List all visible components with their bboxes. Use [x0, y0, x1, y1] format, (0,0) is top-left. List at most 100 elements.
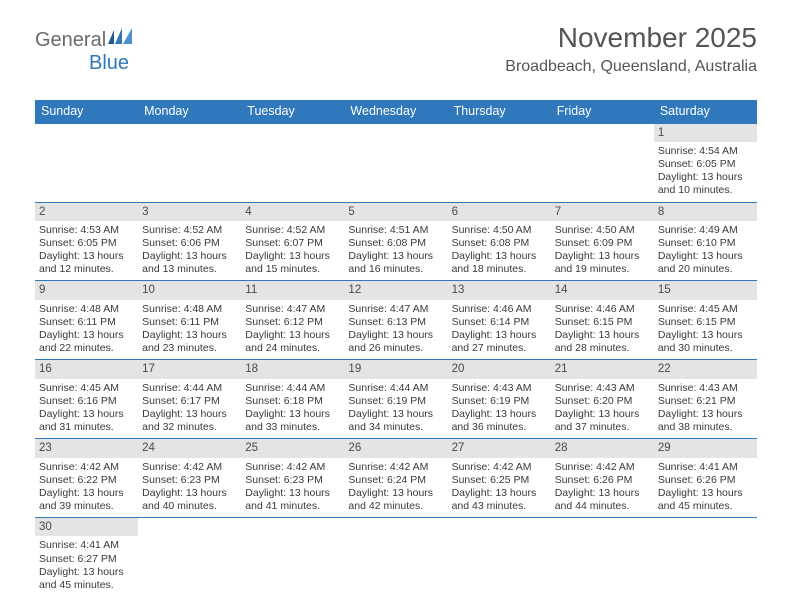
title-block: November 2025 Broadbeach, Queensland, Au…: [505, 22, 757, 76]
daylight-text-2: and 36 minutes.: [452, 421, 547, 434]
daylight-text-1: Daylight: 13 hours: [142, 329, 237, 342]
day-cell: Sunrise: 4:42 AMSunset: 6:26 PMDaylight:…: [551, 458, 654, 518]
page-header: General Blue November 2025 Broadbeach, Q…: [0, 0, 792, 100]
sunset-text: Sunset: 6:17 PM: [142, 395, 237, 408]
daylight-text-1: Daylight: 13 hours: [245, 250, 340, 263]
daylight-text-1: Daylight: 13 hours: [245, 487, 340, 500]
daynum-cell: 8: [654, 203, 757, 221]
daylight-text-1: Daylight: 13 hours: [142, 408, 237, 421]
sunrise-text: Sunrise: 4:46 AM: [555, 303, 650, 316]
day-cell: [344, 142, 447, 202]
sunrise-text: Sunrise: 4:44 AM: [142, 382, 237, 395]
sunrise-text: Sunrise: 4:42 AM: [142, 461, 237, 474]
daylight-text-2: and 27 minutes.: [452, 342, 547, 355]
daylight-text-2: and 12 minutes.: [39, 263, 134, 276]
daynum-cell: [241, 518, 344, 536]
day-cell: Sunrise: 4:46 AMSunset: 6:15 PMDaylight:…: [551, 300, 654, 360]
daynum-cell: 15: [654, 281, 757, 299]
sunset-text: Sunset: 6:13 PM: [348, 316, 443, 329]
day-cell: Sunrise: 4:43 AMSunset: 6:19 PMDaylight:…: [448, 379, 551, 439]
sunset-text: Sunset: 6:05 PM: [658, 158, 753, 171]
sunrise-text: Sunrise: 4:52 AM: [142, 224, 237, 237]
day-cell: Sunrise: 4:42 AMSunset: 6:25 PMDaylight:…: [448, 458, 551, 518]
sunrise-text: Sunrise: 4:53 AM: [39, 224, 134, 237]
calendar-grid: SundayMondayTuesdayWednesdayThursdayFrid…: [35, 100, 757, 596]
daynum-cell: 11: [241, 281, 344, 299]
sunset-text: Sunset: 6:22 PM: [39, 474, 134, 487]
day-cell: Sunrise: 4:47 AMSunset: 6:12 PMDaylight:…: [241, 300, 344, 360]
day-cell: Sunrise: 4:43 AMSunset: 6:20 PMDaylight:…: [551, 379, 654, 439]
sunset-text: Sunset: 6:07 PM: [245, 237, 340, 250]
daynum-cell: 10: [138, 281, 241, 299]
dow-header-cell: Saturday: [654, 100, 757, 124]
daynum-cell: 9: [35, 281, 138, 299]
sunset-text: Sunset: 6:05 PM: [39, 237, 134, 250]
daylight-text-2: and 37 minutes.: [555, 421, 650, 434]
daylight-text-1: Daylight: 13 hours: [555, 487, 650, 500]
daylight-text-2: and 26 minutes.: [348, 342, 443, 355]
day-cell: [448, 536, 551, 596]
daylight-text-2: and 40 minutes.: [142, 500, 237, 513]
daynum-row: 30: [35, 518, 757, 536]
daylight-text-1: Daylight: 13 hours: [555, 250, 650, 263]
daylight-text-1: Daylight: 13 hours: [245, 408, 340, 421]
daylight-text-2: and 34 minutes.: [348, 421, 443, 434]
daynum-cell: 6: [448, 203, 551, 221]
daylight-text-2: and 15 minutes.: [245, 263, 340, 276]
day-cell: Sunrise: 4:43 AMSunset: 6:21 PMDaylight:…: [654, 379, 757, 439]
daylight-text-2: and 30 minutes.: [658, 342, 753, 355]
sunset-text: Sunset: 6:23 PM: [142, 474, 237, 487]
daylight-text-1: Daylight: 13 hours: [39, 250, 134, 263]
day-cell: Sunrise: 4:46 AMSunset: 6:14 PMDaylight:…: [448, 300, 551, 360]
sunrise-text: Sunrise: 4:48 AM: [142, 303, 237, 316]
dow-header-cell: Sunday: [35, 100, 138, 124]
daynum-cell: [551, 124, 654, 142]
daynum-cell: 23: [35, 439, 138, 457]
daylight-text-1: Daylight: 13 hours: [452, 487, 547, 500]
day-cell: Sunrise: 4:44 AMSunset: 6:18 PMDaylight:…: [241, 379, 344, 439]
sunset-text: Sunset: 6:21 PM: [658, 395, 753, 408]
daylight-text-1: Daylight: 13 hours: [348, 408, 443, 421]
day-cell: Sunrise: 4:47 AMSunset: 6:13 PMDaylight:…: [344, 300, 447, 360]
day-cell: [551, 142, 654, 202]
daylight-text-1: Daylight: 13 hours: [39, 566, 134, 579]
daynum-cell: [138, 124, 241, 142]
day-cell: Sunrise: 4:44 AMSunset: 6:17 PMDaylight:…: [138, 379, 241, 439]
content-row: Sunrise: 4:54 AMSunset: 6:05 PMDaylight:…: [35, 142, 757, 203]
daylight-text-2: and 32 minutes.: [142, 421, 237, 434]
sunrise-text: Sunrise: 4:50 AM: [555, 224, 650, 237]
day-cell: Sunrise: 4:50 AMSunset: 6:08 PMDaylight:…: [448, 221, 551, 281]
sunrise-text: Sunrise: 4:43 AM: [555, 382, 650, 395]
sunset-text: Sunset: 6:19 PM: [452, 395, 547, 408]
daynum-cell: 21: [551, 360, 654, 378]
daynum-cell: 24: [138, 439, 241, 457]
day-cell: [654, 536, 757, 596]
daynum-row: 2345678: [35, 203, 757, 221]
dow-header-row: SundayMondayTuesdayWednesdayThursdayFrid…: [35, 100, 757, 124]
sunset-text: Sunset: 6:10 PM: [658, 237, 753, 250]
daylight-text-2: and 10 minutes.: [658, 184, 753, 197]
sunrise-text: Sunrise: 4:47 AM: [348, 303, 443, 316]
daynum-cell: 18: [241, 360, 344, 378]
sunrise-text: Sunrise: 4:44 AM: [348, 382, 443, 395]
daylight-text-1: Daylight: 13 hours: [452, 329, 547, 342]
day-cell: [138, 536, 241, 596]
sunset-text: Sunset: 6:18 PM: [245, 395, 340, 408]
daylight-text-2: and 42 minutes.: [348, 500, 443, 513]
location: Broadbeach, Queensland, Australia: [505, 58, 757, 76]
day-cell: [138, 142, 241, 202]
daynum-row: 23242526272829: [35, 439, 757, 457]
daylight-text-1: Daylight: 13 hours: [39, 329, 134, 342]
day-cell: Sunrise: 4:42 AMSunset: 6:24 PMDaylight:…: [344, 458, 447, 518]
daynum-cell: [241, 124, 344, 142]
sunset-text: Sunset: 6:14 PM: [452, 316, 547, 329]
daynum-cell: 26: [344, 439, 447, 457]
logo-flag-icon: [108, 28, 132, 44]
sunset-text: Sunset: 6:08 PM: [452, 237, 547, 250]
day-cell: Sunrise: 4:48 AMSunset: 6:11 PMDaylight:…: [138, 300, 241, 360]
sunrise-text: Sunrise: 4:50 AM: [452, 224, 547, 237]
daynum-cell: 17: [138, 360, 241, 378]
dow-header-cell: Wednesday: [344, 100, 447, 124]
day-cell: Sunrise: 4:45 AMSunset: 6:16 PMDaylight:…: [35, 379, 138, 439]
day-cell: [241, 536, 344, 596]
